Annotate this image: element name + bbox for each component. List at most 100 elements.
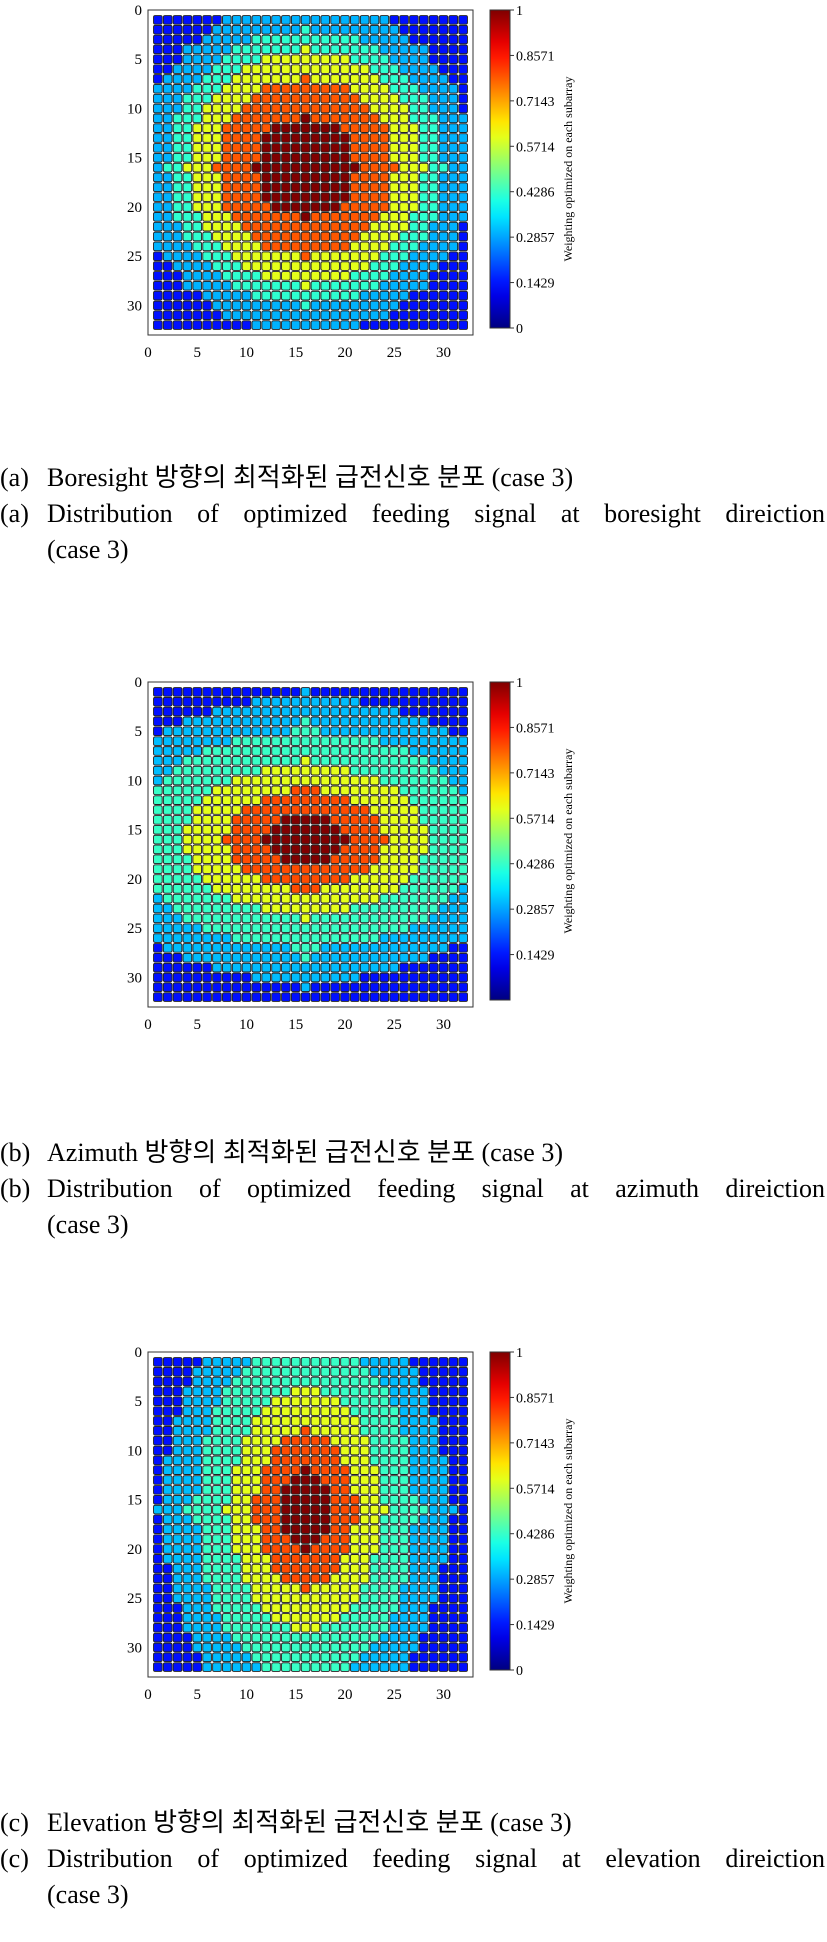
heatmap-cell — [458, 1465, 468, 1475]
heatmap-cell — [448, 261, 459, 271]
heatmap-cell — [448, 1406, 459, 1416]
heatmap-cell — [202, 1465, 212, 1475]
heatmap-cell — [290, 34, 301, 45]
heatmap-cell — [241, 1514, 252, 1525]
heatmap-cell — [330, 133, 340, 143]
heatmap-cell — [409, 84, 419, 94]
heatmap-cell — [369, 152, 380, 163]
heatmap-cell — [310, 113, 321, 124]
heatmap-cell — [251, 152, 262, 163]
heatmap-cell — [359, 1475, 370, 1485]
heatmap-cell — [212, 864, 222, 874]
heatmap-cell — [290, 212, 301, 222]
heatmap-cell — [202, 844, 212, 855]
heatmap-cell — [428, 972, 439, 983]
heatmap-cell — [399, 992, 409, 1002]
heatmap-cell — [202, 824, 212, 835]
heatmap-cell — [251, 775, 262, 786]
heatmap-cell — [261, 251, 271, 261]
heatmap-cell — [222, 84, 232, 94]
heatmap-cell — [290, 824, 301, 835]
heatmap-cell — [192, 24, 203, 35]
caption-b: (b) Azimuth 방향의 최적화된 급전신호 분포 (case 3) (b… — [0, 1135, 827, 1243]
heatmap-cell — [330, 962, 340, 973]
heatmap-cell — [271, 805, 281, 815]
heatmap-cell — [290, 1435, 301, 1446]
colorbar-tick-label: 0.2857 — [516, 231, 555, 246]
heatmap-cell — [172, 64, 183, 74]
heatmap-cell — [340, 1662, 350, 1672]
heatmap-cell — [409, 844, 419, 855]
heatmap-cell — [231, 982, 242, 993]
heatmap-cell — [409, 1504, 419, 1515]
heatmap-cell — [172, 74, 183, 84]
heatmap-cell — [172, 1426, 183, 1436]
heatmap-cell — [212, 64, 222, 74]
heatmap-cell — [172, 1632, 183, 1643]
heatmap-cell — [271, 113, 281, 124]
heatmap-cell — [418, 1534, 429, 1544]
heatmap-cell — [182, 84, 193, 94]
heatmap-cell — [428, 1662, 439, 1672]
heatmap-cell — [399, 300, 409, 311]
heatmap-cell — [212, 320, 222, 330]
heatmap-cell — [428, 280, 439, 291]
heatmap-cell — [153, 84, 163, 94]
heatmap-cell — [458, 290, 468, 301]
heatmap-cell — [290, 15, 301, 25]
heatmap-cell — [212, 1475, 222, 1485]
heatmap-cell — [340, 1534, 350, 1544]
heatmap-cell — [320, 280, 331, 291]
heatmap-cell — [162, 84, 173, 94]
heatmap-cell — [399, 103, 409, 114]
heatmap-cell — [340, 962, 350, 973]
heatmap-cell — [330, 172, 340, 183]
heatmap-cell — [320, 1662, 331, 1672]
heatmap-cell — [330, 1573, 340, 1584]
heatmap-cell — [389, 231, 399, 242]
heatmap-cell — [162, 893, 173, 904]
heatmap-cell — [162, 1396, 173, 1407]
heatmap-cell — [231, 893, 242, 904]
heatmap-cell — [202, 152, 212, 163]
heatmap-cell — [261, 1622, 271, 1633]
heatmap-cell — [212, 34, 222, 45]
heatmap-cell — [172, 756, 183, 766]
heatmap-cell — [192, 1583, 203, 1594]
heatmap-cell — [281, 923, 291, 933]
heatmap-cell — [241, 44, 252, 55]
heatmap-cell — [192, 1652, 203, 1663]
heatmap-cell — [369, 1603, 380, 1613]
heatmap-cell — [379, 736, 390, 746]
heatmap-cell — [222, 182, 232, 193]
heatmap-cell — [192, 992, 203, 1002]
heatmap-cell — [340, 785, 350, 796]
heatmap-cell — [428, 785, 439, 796]
heatmap-cell — [261, 726, 271, 737]
heatmap-cell — [458, 271, 468, 281]
heatmap-cell — [389, 1465, 399, 1475]
heatmap-cell — [350, 143, 360, 153]
heatmap-cell — [172, 84, 183, 94]
heatmap-cell — [379, 54, 390, 65]
heatmap-cell — [330, 34, 340, 45]
heatmap-cell — [458, 1603, 468, 1613]
heatmap-cell — [261, 943, 271, 953]
heatmap-cell — [162, 736, 173, 746]
heatmap-cell — [153, 765, 163, 776]
heatmap-cell — [399, 775, 409, 786]
heatmap-cell — [153, 192, 163, 202]
heatmap-cell — [261, 864, 271, 874]
heatmap-cell — [231, 64, 242, 74]
heatmap-cell — [192, 884, 203, 894]
heatmap-cell — [222, 943, 232, 953]
heatmap-cell — [281, 1534, 291, 1544]
heatmap-cell — [389, 1632, 399, 1643]
heatmap-cell — [261, 1632, 271, 1643]
heatmap-cell — [172, 923, 183, 933]
heatmap-cell — [330, 775, 340, 786]
heatmap-cell — [281, 1573, 291, 1584]
heatmap-cell — [428, 706, 439, 717]
heatmap-cell — [172, 765, 183, 776]
heatmap-cell — [231, 1406, 242, 1416]
